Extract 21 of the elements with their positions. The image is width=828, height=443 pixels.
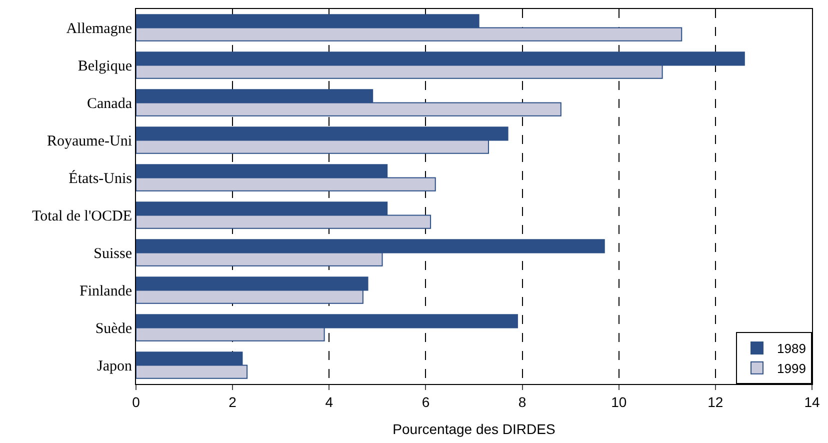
x-tick-label: 8 [518, 394, 526, 410]
y-tick-label: États-Unis [68, 170, 132, 187]
legend-label: 1999 [777, 360, 806, 376]
x-tick-label: 4 [325, 394, 334, 410]
y-tick-label: Royaume-Uni [47, 134, 132, 150]
x-tick-label: 0 [132, 394, 140, 410]
y-tick-label: Allemagne [66, 21, 132, 37]
x-tick-label: 14 [804, 394, 820, 410]
x-tick-label: 12 [708, 394, 724, 410]
y-tick-label: Total de l'OCDE [32, 208, 132, 224]
x-tick-label: 2 [228, 394, 237, 410]
y-tick-label: Suède [95, 321, 132, 337]
y-tick-label: Finlande [80, 284, 132, 300]
y-tick-label: Belgique [78, 58, 132, 74]
x-tick-label: 6 [422, 394, 430, 410]
y-tick-label: Suisse [94, 246, 132, 262]
legend-label: 1989 [777, 341, 806, 356]
x-axis-title: Pourcentage des DIRDES [392, 421, 556, 438]
x-tick-label: 10 [611, 394, 627, 410]
y-tick-label: Canada [87, 96, 132, 112]
y-tick-label: Japon [97, 358, 132, 374]
